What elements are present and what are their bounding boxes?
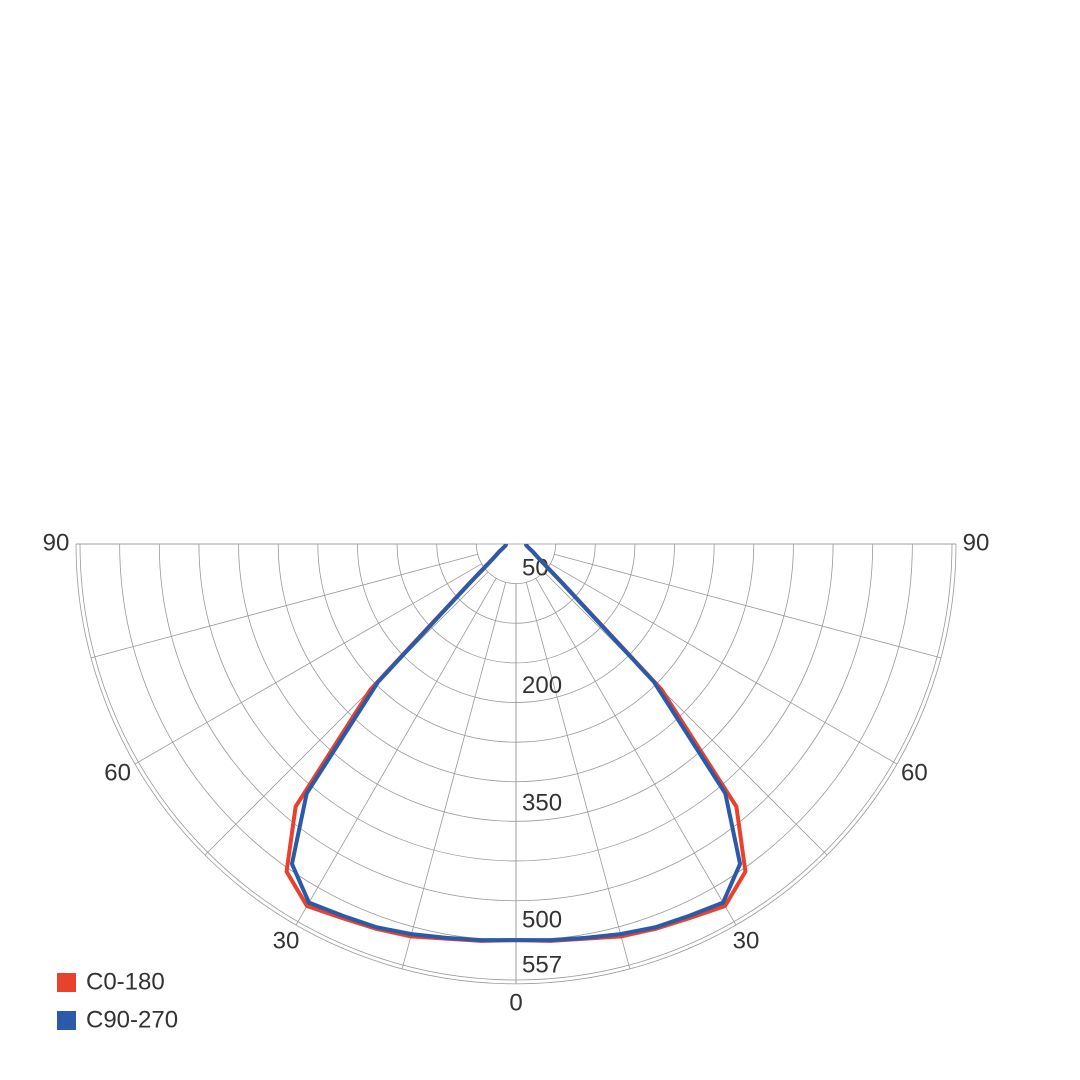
legend-swatch <box>57 973 76 992</box>
spoke <box>90 553 478 659</box>
angle-tick-label: 30 <box>273 928 300 955</box>
spoke <box>295 578 497 926</box>
spoke <box>204 571 489 856</box>
r-tick-label: 350 <box>522 789 562 816</box>
angle-tick-label: 0 <box>509 989 522 1016</box>
angle-tick-label: 60 <box>104 759 131 786</box>
r-tick-label: 50 <box>522 554 549 581</box>
r-tick-label: 500 <box>522 907 562 934</box>
legend-label: C0-180 <box>86 968 165 995</box>
spoke <box>525 582 631 970</box>
r-tick-label: 200 <box>522 672 562 699</box>
r-tick-label: 557 <box>522 951 562 978</box>
legend-swatch <box>57 1011 76 1030</box>
legend-label: C90-270 <box>86 1006 178 1033</box>
spoke <box>535 578 737 926</box>
angle-tick-label: 30 <box>733 928 760 955</box>
spoke <box>554 553 942 659</box>
angle-tick-label: 90 <box>963 529 990 556</box>
spoke <box>134 563 482 765</box>
series-line <box>289 542 743 943</box>
spoke <box>401 582 507 970</box>
spoke <box>550 563 898 765</box>
grid-ring <box>475 543 557 584</box>
angle-tick-label: 60 <box>901 759 928 786</box>
spoke <box>543 571 828 856</box>
angle-tick-label: 90 <box>43 529 70 556</box>
